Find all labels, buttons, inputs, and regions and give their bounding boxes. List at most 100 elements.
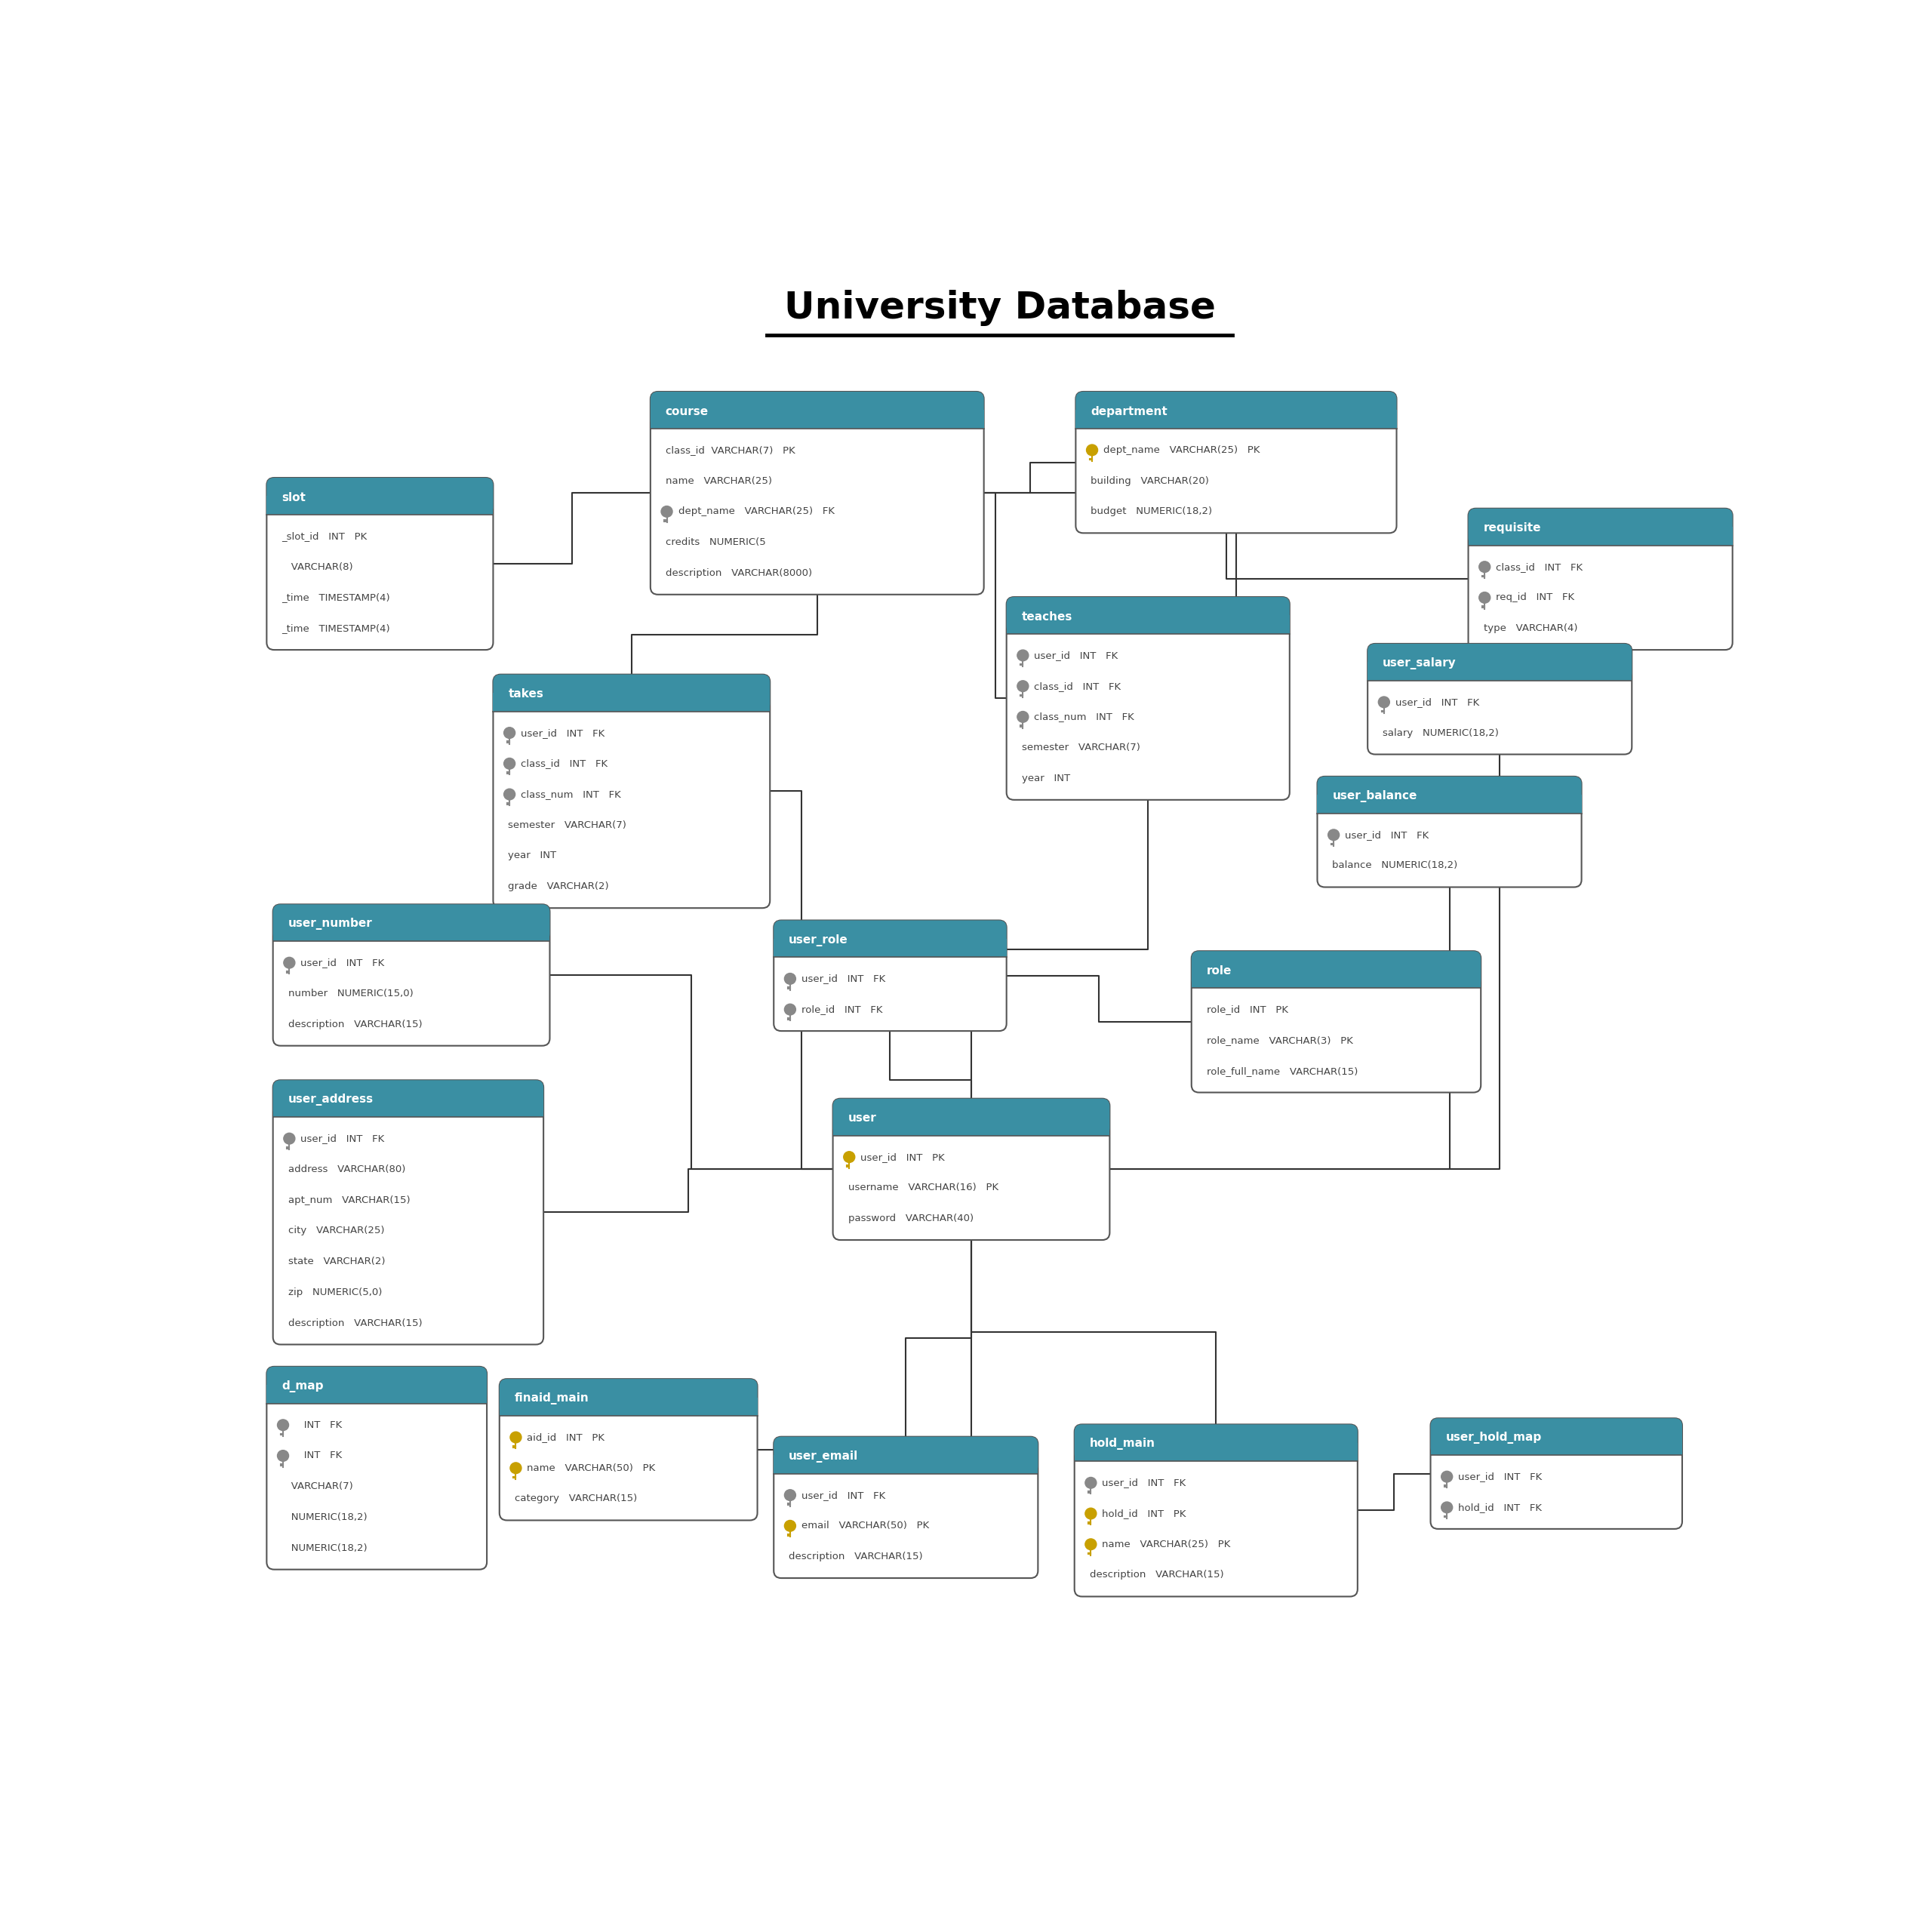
Text: University Database: University Database bbox=[784, 290, 1215, 327]
Text: NUMERIC(18,2): NUMERIC(18,2) bbox=[282, 1513, 367, 1522]
Bar bbox=[1007, 616, 1291, 634]
Bar bbox=[1192, 970, 1480, 987]
Text: hold_id   INT   PK: hold_id INT PK bbox=[1101, 1509, 1186, 1519]
FancyBboxPatch shape bbox=[272, 1080, 543, 1117]
Text: user_id   INT   FK: user_id INT FK bbox=[522, 728, 605, 738]
FancyBboxPatch shape bbox=[493, 674, 771, 711]
Text: year   INT: year INT bbox=[508, 850, 556, 860]
Bar bbox=[1076, 410, 1397, 429]
Text: course: course bbox=[665, 406, 709, 417]
Text: user_id   INT   FK: user_id INT FK bbox=[802, 974, 885, 983]
Text: dept_name   VARCHAR(25)   PK: dept_name VARCHAR(25) PK bbox=[1103, 444, 1260, 454]
FancyBboxPatch shape bbox=[1076, 392, 1397, 533]
Text: building   VARCHAR(20): building VARCHAR(20) bbox=[1092, 475, 1209, 485]
Circle shape bbox=[510, 1432, 522, 1443]
Bar bbox=[773, 1455, 1037, 1474]
Circle shape bbox=[784, 1005, 796, 1014]
FancyBboxPatch shape bbox=[272, 1080, 543, 1345]
Text: type   VARCHAR(4): type VARCHAR(4) bbox=[1484, 624, 1577, 634]
Text: address   VARCHAR(80): address VARCHAR(80) bbox=[288, 1165, 406, 1175]
Circle shape bbox=[1441, 1470, 1453, 1482]
Circle shape bbox=[784, 1520, 796, 1532]
Text: role_name   VARCHAR(3)   PK: role_name VARCHAR(3) PK bbox=[1208, 1036, 1352, 1045]
Text: user_id   INT   FK: user_id INT FK bbox=[1101, 1478, 1186, 1488]
Text: role_full_name   VARCHAR(15): role_full_name VARCHAR(15) bbox=[1208, 1066, 1358, 1076]
Text: credits   NUMERIC(5: credits NUMERIC(5 bbox=[665, 537, 765, 547]
FancyBboxPatch shape bbox=[773, 1437, 1037, 1578]
Text: _time   TIMESTAMP(4): _time TIMESTAMP(4) bbox=[282, 593, 390, 603]
Circle shape bbox=[278, 1420, 288, 1430]
FancyBboxPatch shape bbox=[1076, 392, 1397, 429]
FancyBboxPatch shape bbox=[1368, 643, 1633, 680]
Text: description   VARCHAR(15): description VARCHAR(15) bbox=[1090, 1571, 1223, 1580]
FancyBboxPatch shape bbox=[833, 1099, 1109, 1136]
Text: _slot_id   INT   PK: _slot_id INT PK bbox=[282, 531, 367, 541]
FancyBboxPatch shape bbox=[500, 1379, 757, 1416]
Text: slot: slot bbox=[282, 493, 305, 502]
Bar bbox=[1318, 794, 1582, 813]
Circle shape bbox=[510, 1463, 522, 1474]
Circle shape bbox=[784, 1490, 796, 1501]
Circle shape bbox=[1018, 649, 1028, 661]
Text: class_num   INT   FK: class_num INT FK bbox=[522, 790, 620, 800]
FancyBboxPatch shape bbox=[272, 904, 551, 941]
Text: state   VARCHAR(2): state VARCHAR(2) bbox=[288, 1256, 384, 1265]
Text: INT   FK: INT FK bbox=[294, 1451, 342, 1461]
FancyBboxPatch shape bbox=[1192, 951, 1480, 1092]
Text: NUMERIC(18,2): NUMERIC(18,2) bbox=[282, 1544, 367, 1553]
Circle shape bbox=[844, 1151, 854, 1163]
FancyBboxPatch shape bbox=[651, 392, 983, 595]
Text: department: department bbox=[1092, 406, 1167, 417]
Text: budget   NUMERIC(18,2): budget NUMERIC(18,2) bbox=[1092, 506, 1213, 516]
Text: class_id   INT   FK: class_id INT FK bbox=[522, 759, 609, 769]
Text: VARCHAR(7): VARCHAR(7) bbox=[282, 1482, 354, 1492]
Text: dept_name   VARCHAR(25)   FK: dept_name VARCHAR(25) FK bbox=[678, 506, 835, 516]
Text: user_email: user_email bbox=[788, 1451, 858, 1463]
Circle shape bbox=[284, 1132, 296, 1144]
Text: description   VARCHAR(15): description VARCHAR(15) bbox=[788, 1551, 923, 1561]
Text: user_id   INT   FK: user_id INT FK bbox=[802, 1490, 885, 1499]
Circle shape bbox=[504, 788, 516, 800]
Text: user_salary: user_salary bbox=[1383, 657, 1457, 668]
Circle shape bbox=[1086, 444, 1097, 456]
Text: _time   TIMESTAMP(4): _time TIMESTAMP(4) bbox=[282, 624, 390, 634]
Text: teaches: teaches bbox=[1022, 611, 1072, 622]
Text: user_id   INT   PK: user_id INT PK bbox=[860, 1151, 945, 1161]
Bar bbox=[267, 1385, 487, 1403]
FancyBboxPatch shape bbox=[1007, 597, 1291, 800]
FancyBboxPatch shape bbox=[267, 1366, 487, 1569]
FancyBboxPatch shape bbox=[1007, 597, 1291, 634]
Text: username   VARCHAR(16)   PK: username VARCHAR(16) PK bbox=[848, 1182, 999, 1192]
Text: salary   NUMERIC(18,2): salary NUMERIC(18,2) bbox=[1383, 728, 1499, 738]
Text: role_id   INT   PK: role_id INT PK bbox=[1208, 1005, 1289, 1014]
Circle shape bbox=[1018, 680, 1028, 692]
Text: class_id   INT   FK: class_id INT FK bbox=[1034, 682, 1121, 692]
Text: user_id   INT   FK: user_id INT FK bbox=[1395, 697, 1480, 707]
FancyBboxPatch shape bbox=[267, 477, 493, 514]
Text: role_id   INT   FK: role_id INT FK bbox=[802, 1005, 883, 1014]
Text: semester   VARCHAR(7): semester VARCHAR(7) bbox=[1022, 742, 1140, 752]
Circle shape bbox=[504, 757, 516, 769]
Text: user_id   INT   FK: user_id INT FK bbox=[301, 958, 384, 968]
Circle shape bbox=[284, 956, 296, 968]
Circle shape bbox=[504, 726, 516, 738]
Text: role: role bbox=[1208, 966, 1233, 976]
Text: class_num   INT   FK: class_num INT FK bbox=[1034, 713, 1134, 723]
Bar bbox=[773, 939, 1007, 956]
Text: category   VARCHAR(15): category VARCHAR(15) bbox=[514, 1493, 638, 1503]
FancyBboxPatch shape bbox=[1468, 508, 1733, 545]
Text: password   VARCHAR(40): password VARCHAR(40) bbox=[848, 1213, 974, 1223]
FancyBboxPatch shape bbox=[267, 1366, 487, 1403]
Text: user_id   INT   FK: user_id INT FK bbox=[301, 1134, 384, 1144]
Bar bbox=[651, 410, 983, 429]
Circle shape bbox=[1018, 711, 1028, 723]
FancyBboxPatch shape bbox=[1192, 951, 1480, 987]
FancyBboxPatch shape bbox=[1074, 1424, 1358, 1596]
Bar bbox=[493, 694, 771, 711]
Text: apt_num   VARCHAR(15): apt_num VARCHAR(15) bbox=[288, 1196, 410, 1206]
Text: zip   NUMERIC(5,0): zip NUMERIC(5,0) bbox=[288, 1287, 383, 1296]
Bar bbox=[267, 497, 493, 514]
Circle shape bbox=[1441, 1501, 1453, 1513]
Text: user_id   INT   FK: user_id INT FK bbox=[1345, 831, 1430, 840]
Text: description   VARCHAR(15): description VARCHAR(15) bbox=[288, 1020, 421, 1030]
